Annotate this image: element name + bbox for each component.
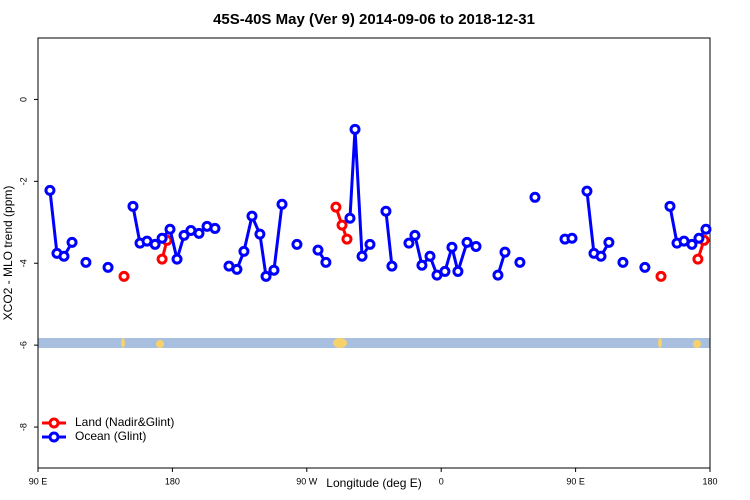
data-point <box>424 250 436 262</box>
data-point <box>260 270 272 282</box>
plot-frame <box>37 37 711 469</box>
data-point <box>700 223 712 235</box>
data-point <box>291 238 303 250</box>
x-tick-label: 0 <box>439 476 444 486</box>
y-tick-label: -8 <box>18 423 28 431</box>
y-axis-label: XCO2 - MLO trend (ppm) <box>1 186 15 321</box>
land-patch <box>156 340 164 348</box>
data-point <box>156 232 168 244</box>
data-point <box>231 263 243 275</box>
data-point <box>514 256 526 268</box>
data-point <box>356 250 368 262</box>
data-point <box>330 201 342 213</box>
data-point <box>164 223 176 235</box>
legend-label: Land (Nadir&Glint) <box>75 415 174 429</box>
data-point <box>320 256 332 268</box>
data-point <box>603 236 615 248</box>
data-point <box>364 238 376 250</box>
data-point <box>58 250 70 262</box>
data-point <box>529 191 541 203</box>
data-point <box>118 270 130 282</box>
data-point <box>276 198 288 210</box>
chart-title: 45S-40S May (Ver 9) 2014-09-06 to 2018-1… <box>213 11 535 28</box>
x-tick-label: 90 E <box>29 476 48 486</box>
data-point <box>686 238 698 250</box>
data-point <box>209 222 221 234</box>
data-point <box>127 200 139 212</box>
data-point <box>102 261 114 273</box>
legend-marker <box>48 431 60 443</box>
data-point <box>238 245 250 257</box>
land-mask <box>38 338 710 348</box>
data-point <box>246 210 258 222</box>
data-point <box>149 238 161 250</box>
data-point <box>336 219 348 231</box>
data-point <box>409 229 421 241</box>
data-point <box>254 228 266 240</box>
data-point <box>380 205 392 217</box>
legend-label: Ocean (Glint) <box>75 429 146 443</box>
series-line <box>48 129 708 280</box>
data-point <box>66 236 78 248</box>
data-point <box>44 184 56 196</box>
data-point <box>693 232 705 244</box>
data-point <box>492 269 504 281</box>
data-point <box>692 253 704 265</box>
ocean-band <box>38 338 710 348</box>
x-tick-label: 180 <box>165 476 180 486</box>
y-tick-label: -4 <box>18 259 28 267</box>
data-point <box>344 212 356 224</box>
data-point <box>80 256 92 268</box>
data-point <box>446 241 458 253</box>
x-axis-label: Longitude (deg E) <box>326 476 421 490</box>
land-patch <box>333 338 347 348</box>
data-point <box>178 229 190 241</box>
data-point <box>655 270 667 282</box>
data-point <box>341 233 353 245</box>
data-point <box>499 246 511 258</box>
data-point <box>403 237 415 249</box>
data-point <box>617 256 629 268</box>
land-patch <box>121 338 125 348</box>
y-tick-label: -6 <box>18 341 28 349</box>
data-point <box>416 259 428 271</box>
data-point <box>349 123 361 135</box>
data-point <box>268 264 280 276</box>
data-point <box>470 240 482 252</box>
data-point <box>461 236 473 248</box>
data-point <box>312 244 324 256</box>
x-tick-label: 180 <box>702 476 717 486</box>
data-point <box>581 185 593 197</box>
y-tick-label: 0 <box>18 97 28 102</box>
x-tick-label: 90 E <box>566 476 585 486</box>
data-point <box>639 261 651 273</box>
data-point <box>156 253 168 265</box>
data-point <box>566 232 578 244</box>
data-point <box>193 227 205 239</box>
land-patch <box>658 338 662 348</box>
data-point <box>386 260 398 272</box>
data-point <box>664 200 676 212</box>
legend-marker <box>48 417 60 429</box>
x-tick-label: 90 W <box>296 476 318 486</box>
y-tick-label: -2 <box>18 177 28 185</box>
data-point <box>439 265 451 277</box>
land-patch <box>693 340 701 348</box>
data-point <box>171 253 183 265</box>
data-point <box>595 250 607 262</box>
data-point <box>452 265 464 277</box>
